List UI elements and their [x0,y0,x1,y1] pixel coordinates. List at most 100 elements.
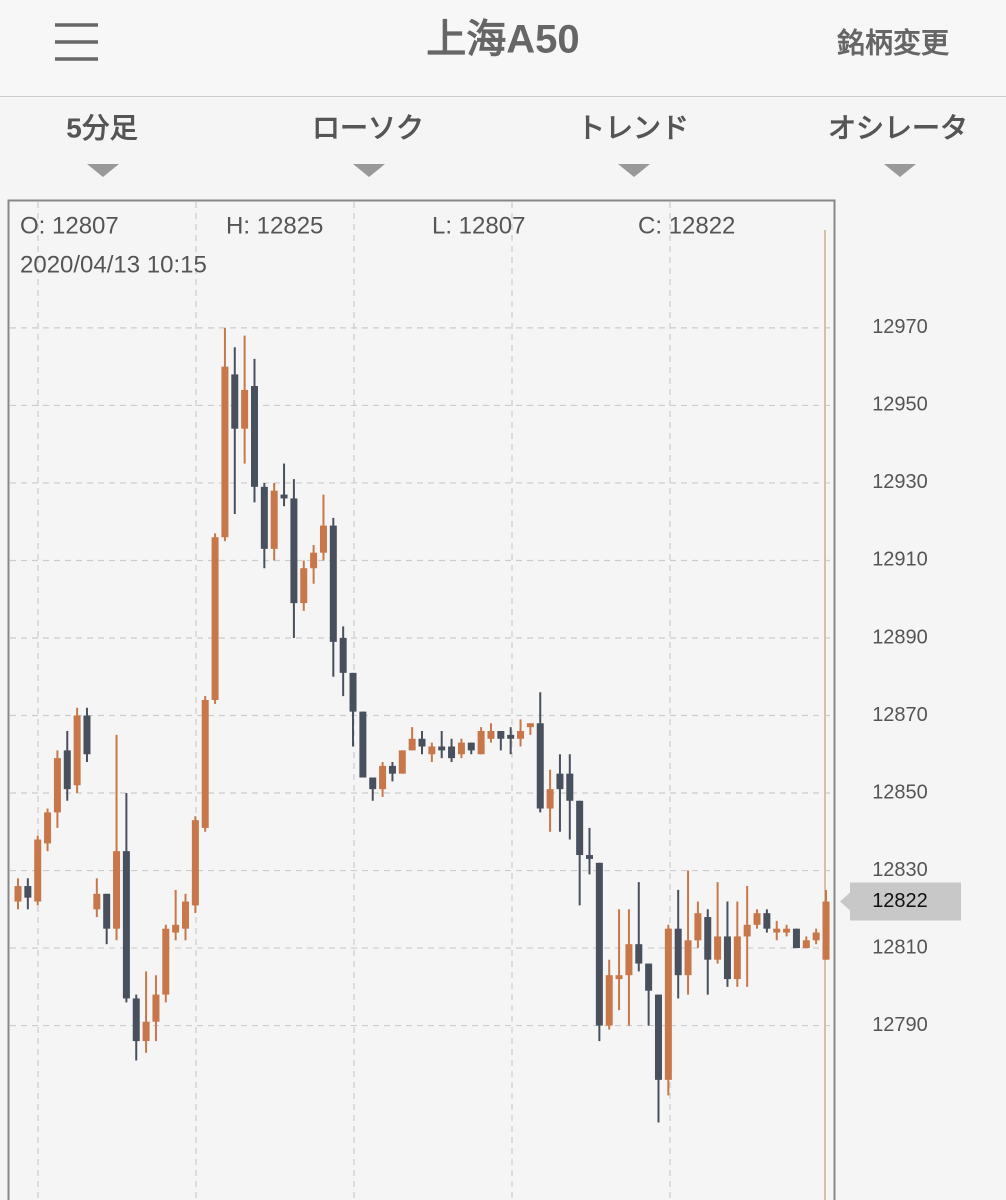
candle-body [300,568,308,604]
tab-arrow [87,164,119,177]
candle-body [517,731,525,739]
candle-body [625,944,633,976]
candle-body [546,789,554,809]
candle-body [408,738,416,751]
candle-body [753,913,761,925]
candle-body [379,765,387,790]
candle-body [113,851,121,929]
candle-body [497,731,505,739]
candle-body [398,750,406,774]
candle-body [152,994,160,1022]
candle-body [566,773,574,801]
candle-body [211,537,219,700]
candle-body [132,998,140,1042]
candle-body [182,901,190,929]
candle-body [191,820,199,906]
page-title: 上海A50 [426,18,579,62]
info-high: H: 12825 [226,212,323,239]
candle-body [260,486,268,549]
candle-body [339,637,347,673]
info-open: O: 12807 [20,212,119,239]
candle-body [201,700,209,828]
candle-body [310,552,318,569]
tab[interactable]: 5分足 [66,112,138,143]
candle-body [359,711,367,778]
y-tick-label: 12850 [872,781,928,803]
candle-body [231,374,239,429]
candle-body [142,1021,150,1042]
candle-body [526,723,534,728]
candle-body [44,812,52,844]
candle-body [694,913,702,941]
candle-body [63,750,71,790]
candle-body [438,746,446,751]
info-datetime: 2020/04/13 10:15 [20,251,207,278]
tab[interactable]: トレンド [577,112,689,143]
candle-body [83,715,91,755]
candle-body [714,936,722,960]
candle-body [733,936,741,980]
candle-body [93,893,101,910]
y-tick-label: 12890 [872,626,928,648]
candle-body [595,862,603,1026]
candle-body [704,917,712,960]
candle-body [802,940,810,949]
candle-body [684,940,692,976]
candle-body [172,924,180,933]
header-bar [0,0,1006,96]
candle-body [221,366,229,538]
candle-body [743,924,751,937]
candle-body [635,944,643,964]
chart-frame [7,199,836,1200]
price-tag-label: 12822 [872,890,928,912]
y-tick-label: 12970 [872,316,928,338]
candle-body [53,758,61,813]
candle-body [674,928,682,976]
candle-body [812,932,820,941]
tab[interactable]: ローソク [312,112,424,143]
tab-arrow [353,164,385,177]
candle-body [270,490,278,549]
candle-body [645,963,653,991]
candle-body [763,913,771,929]
candle-body [428,746,436,755]
candle-body [122,851,130,999]
candle-body [654,994,662,1080]
candle-body [290,498,298,604]
candle-body [349,672,357,712]
candle-body [586,855,594,859]
candle-body [280,494,288,499]
candle-body [369,777,377,790]
y-tick-label: 12930 [872,471,928,493]
candle-body [73,715,81,786]
candle-body [477,731,485,755]
candle-body [487,731,495,739]
candle-body [250,386,258,487]
candle-body [507,734,515,739]
candle-body [34,839,42,902]
info-low: L: 12807 [432,212,525,239]
candle-body [241,389,249,429]
y-tick-label: 12810 [872,936,928,958]
price-tag [840,882,961,921]
tab-arrow [618,164,650,177]
tab[interactable]: オシレータ [828,112,968,143]
candle-body [773,928,781,933]
candle-body [664,928,672,1080]
y-tick-label: 12790 [872,1014,928,1036]
candle-body [605,975,613,1026]
change-symbol[interactable]: 銘柄変更 [837,26,950,58]
menu-icon[interactable] [55,23,98,61]
candle-body [783,928,791,933]
candle-body [418,738,426,747]
candle-body [319,525,327,553]
candle-body [536,723,544,809]
y-tick-label: 12830 [872,859,928,881]
candle-body [103,893,111,929]
candle-body [556,773,564,790]
y-tick-label: 12910 [872,549,928,571]
candle-body [723,936,731,980]
candle-body [467,742,475,751]
y-tick-label: 12950 [872,394,928,416]
